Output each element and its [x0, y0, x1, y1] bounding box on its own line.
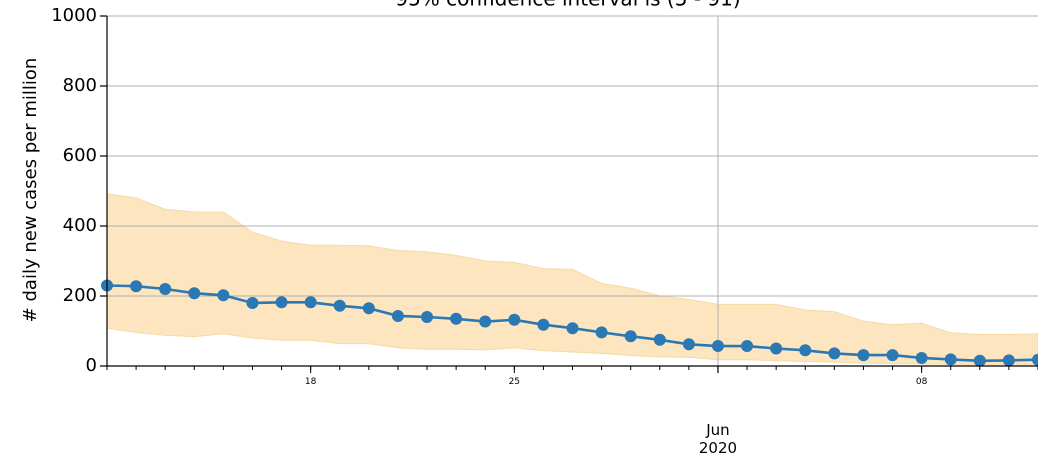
data-point [828, 347, 841, 360]
data-point [711, 340, 724, 353]
data-point [1032, 353, 1038, 366]
x-major-tick-label: Jun [705, 421, 729, 439]
data-point [770, 342, 783, 355]
data-points [101, 279, 1038, 367]
data-point [391, 309, 404, 322]
data-point [915, 351, 928, 364]
data-point [275, 296, 288, 309]
data-point [333, 299, 346, 312]
data-point [566, 322, 579, 335]
grid-lines [107, 15, 1038, 366]
y-tick-label: 600 [63, 145, 97, 166]
data-point [450, 312, 463, 325]
data-point [595, 326, 608, 339]
data-point [217, 289, 230, 302]
data-point [741, 340, 754, 353]
y-tick-label: 800 [63, 75, 97, 96]
data-point [159, 283, 172, 295]
data-point [188, 287, 201, 300]
x-tick-label: 25 [509, 377, 520, 387]
data-point [973, 354, 986, 367]
data-point [1002, 354, 1015, 367]
data-point [799, 344, 812, 357]
y-tick-label: 400 [63, 215, 97, 236]
chart-title: 95% confidence interval is (5 - 91) [395, 0, 740, 11]
data-point [479, 315, 492, 328]
data-point [624, 330, 637, 343]
data-point [421, 311, 434, 323]
data-point [537, 318, 550, 331]
data-point [304, 296, 317, 309]
data-point [682, 338, 695, 351]
y-tick-label: 200 [63, 285, 97, 306]
y-tick-label: 0 [86, 355, 97, 376]
y-axis-label: # daily new cases per million [20, 58, 41, 323]
data-point [944, 353, 957, 366]
data-point [130, 280, 143, 293]
data-point [508, 313, 521, 326]
x-major-tick-sublabel: 2020 [699, 439, 737, 457]
x-tick-label: 18 [305, 377, 317, 387]
data-point [857, 349, 870, 362]
data-point [362, 302, 375, 315]
y-tick-label: 1000 [51, 5, 97, 26]
data-point [886, 349, 899, 362]
confidence-band [106, 193, 1038, 365]
confidence-band-area [106, 193, 1038, 365]
data-point [246, 297, 259, 309]
y-axis-ticks: 0 200 400 600 800 1000 [51, 5, 107, 376]
data-point [653, 333, 666, 346]
x-tick-label: 08 [916, 377, 928, 387]
